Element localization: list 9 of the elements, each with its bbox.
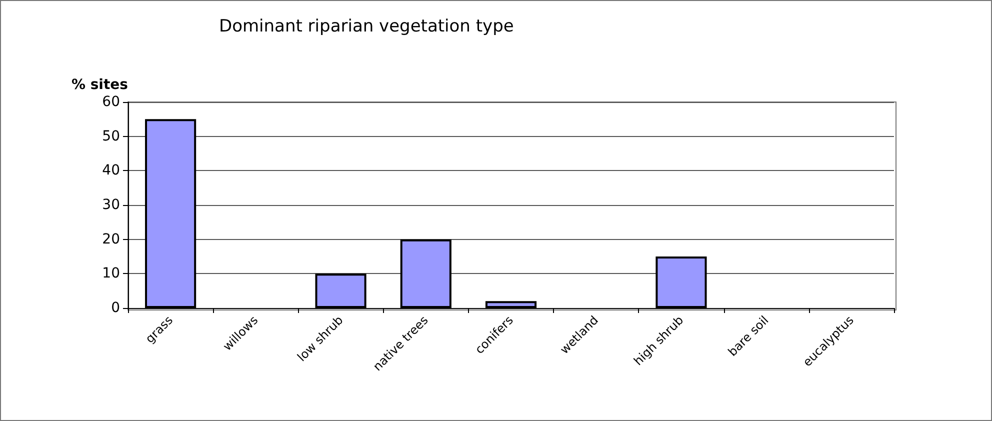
y-tick-label: 0 xyxy=(111,300,120,316)
y-axis-title: % sites xyxy=(71,77,128,93)
y-tick-label: 20 xyxy=(102,231,120,248)
y-tick-label: 10 xyxy=(102,266,120,282)
y-tick-label: 40 xyxy=(102,162,120,179)
chart-title: Dominant riparian vegetation type xyxy=(219,16,514,36)
y-tick-label: 60 xyxy=(102,94,120,110)
y-tick-label: 30 xyxy=(102,197,120,213)
y-tick-label: 50 xyxy=(102,128,120,144)
